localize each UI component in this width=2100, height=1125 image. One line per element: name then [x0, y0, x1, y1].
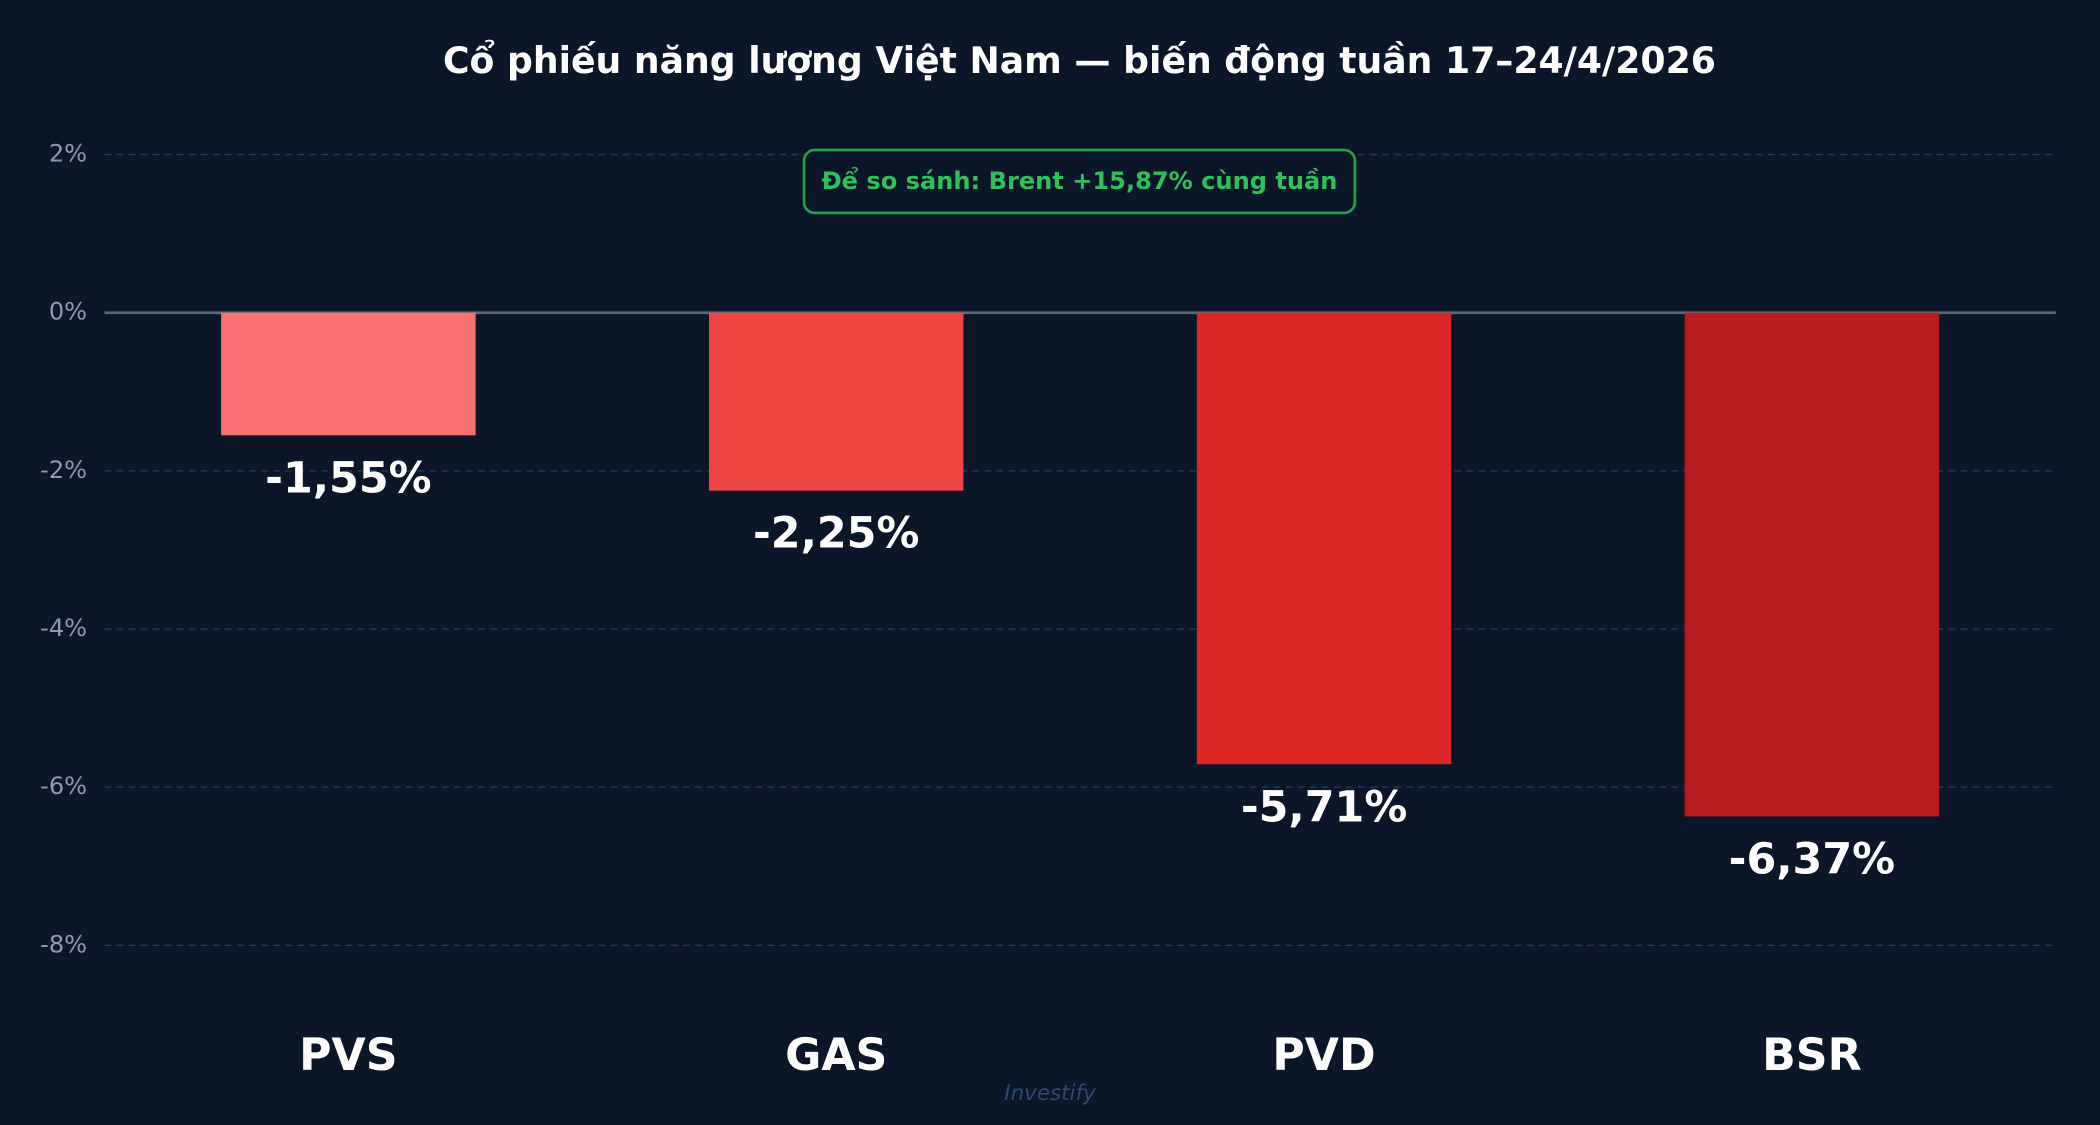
- y-tick-label: -4%: [40, 614, 87, 642]
- x-tick-label: BSR: [1762, 1030, 1862, 1081]
- value-label: -6,37%: [1729, 834, 1895, 884]
- bar: [221, 312, 476, 436]
- y-tick-label: 0%: [49, 298, 87, 326]
- bar: [1196, 312, 1452, 765]
- watermark: Investify: [1004, 1081, 1096, 1106]
- value-label: -5,71%: [1241, 782, 1407, 832]
- x-tick-label: PVS: [299, 1030, 397, 1081]
- chart-title: Cổ phiếu năng lượng Việt Nam — biến động…: [443, 39, 1716, 82]
- y-tick-label: -2%: [40, 456, 87, 484]
- bar: [1684, 312, 1940, 817]
- value-label: -2,25%: [753, 509, 919, 559]
- y-tick-label: -8%: [40, 930, 87, 958]
- annotation: Để so sánh: Brent +15,87% cùng tuần: [821, 165, 1337, 195]
- y-tick-label: -6%: [40, 772, 87, 800]
- x-tick-label: GAS: [785, 1030, 887, 1081]
- value-label: -1,55%: [265, 453, 431, 503]
- annotation-box: [802, 148, 1357, 215]
- bar: [708, 312, 964, 491]
- y-tick-label: 2%: [49, 140, 87, 168]
- x-tick-label: PVD: [1272, 1030, 1375, 1081]
